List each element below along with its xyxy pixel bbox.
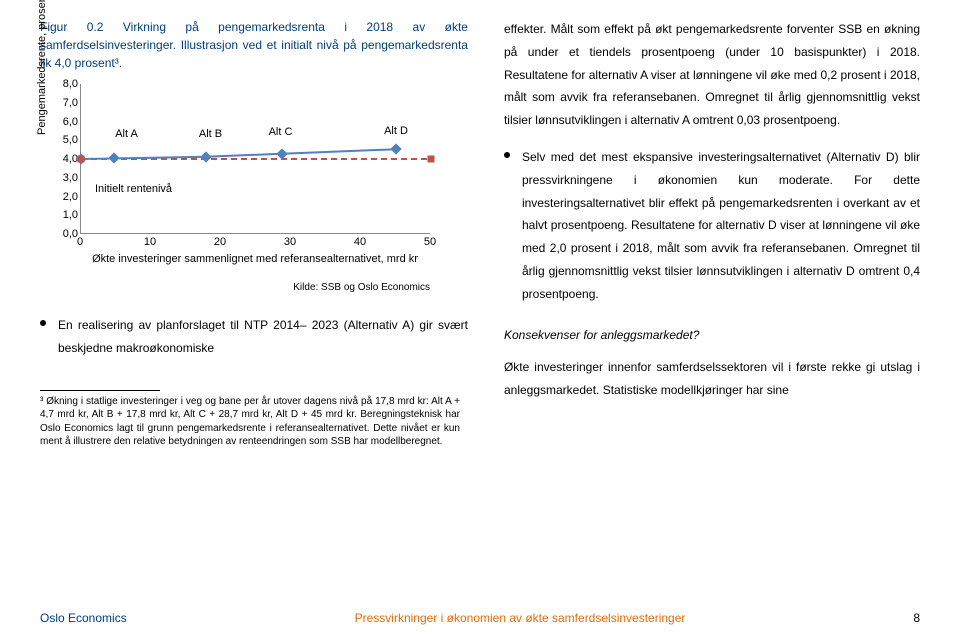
chart-svg: [81, 84, 431, 234]
right-bullet-text: Selv med det mest ekspansive investering…: [522, 146, 920, 306]
right-subheading: Konsekvenser for anleggsmarkedet?: [504, 324, 920, 347]
bullet-dot-icon: [504, 152, 510, 158]
x-tick: 0: [77, 236, 83, 248]
chart-label: Alt C: [269, 126, 293, 138]
footer-title: Pressvirkninger i økonomien av økte samf…: [355, 611, 686, 625]
y-tick: 5,0: [63, 134, 78, 146]
footnote-rule: [40, 390, 160, 391]
chart-label: Alt B: [199, 128, 222, 140]
chart-label: Alt A: [115, 128, 138, 140]
chart-plot: Initielt rentenivå Alt A Alt B Alt C Alt D: [80, 84, 430, 234]
right-column: effekter. Målt som effekt på økt pengema…: [504, 18, 920, 449]
figure-label: Figur 0.2: [40, 20, 103, 34]
x-tick: 20: [214, 236, 226, 248]
content-columns: Figur 0.2 Virkning på pengemarkedsrenta …: [40, 18, 920, 449]
chart-y-title: Pengemarkedsrente, prosent: [36, 0, 48, 144]
x-tick: 10: [144, 236, 156, 248]
right-top-paragraph: effekter. Målt som effekt på økt pengema…: [504, 18, 920, 132]
y-tick: 0,0: [63, 228, 78, 240]
y-tick: 8,0: [63, 78, 78, 90]
right-bullet: Selv med det mest ekspansive investering…: [504, 146, 920, 306]
right-after-paragraph: Økte investeringer innenfor samferdselss…: [504, 356, 920, 402]
chart: Pengemarkedsrente, prosent 0,01,02,03,04…: [40, 78, 460, 288]
x-tick: 40: [354, 236, 366, 248]
left-column: Figur 0.2 Virkning på pengemarkedsrenta …: [40, 18, 468, 449]
chart-source: Kilde: SSB og Oslo Economics: [80, 282, 430, 293]
footer-page: 8: [913, 611, 920, 625]
chart-marker: [78, 156, 85, 163]
x-tick: 30: [284, 236, 296, 248]
figure-caption: Figur 0.2 Virkning på pengemarkedsrenta …: [40, 18, 468, 72]
page-footer: Oslo Economics Pressvirkninger i økonomi…: [40, 611, 920, 625]
y-tick: 6,0: [63, 116, 78, 128]
bullet-dot-icon: [40, 320, 46, 326]
left-bullet: En realisering av planforslaget til NTP …: [40, 314, 468, 360]
footnote-text: ³ Økning i statlige investeringer i veg …: [40, 395, 460, 449]
chart-marker: [428, 156, 435, 163]
y-tick: 1,0: [63, 209, 78, 221]
footer-brand: Oslo Economics: [40, 611, 127, 625]
figure-caption-text: Virkning på pengemarkedsrenta i 2018 av …: [40, 20, 468, 70]
y-tick: 3,0: [63, 172, 78, 184]
chart-x-title: Økte investeringer sammenlignet med refe…: [80, 252, 430, 266]
x-tick: 50: [424, 236, 436, 248]
chart-label: Alt D: [384, 125, 408, 137]
y-tick: 2,0: [63, 191, 78, 203]
y-tick: 7,0: [63, 97, 78, 109]
left-bullet-text: En realisering av planforslaget til NTP …: [58, 314, 468, 360]
chart-label: Initielt rentenivå: [95, 183, 185, 195]
